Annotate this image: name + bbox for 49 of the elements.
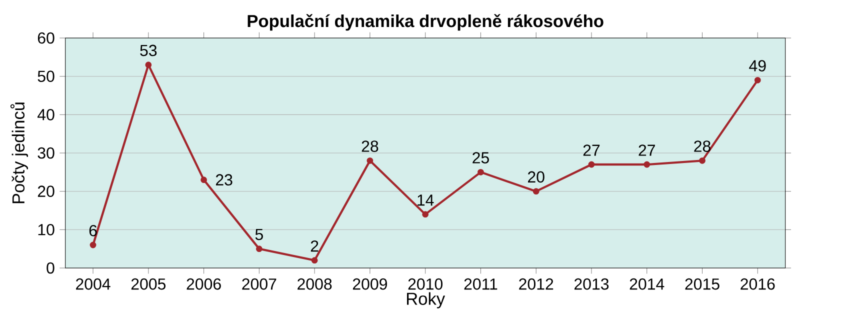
x-tick-label: 2005 xyxy=(131,278,166,290)
x-tick-label: 2010 xyxy=(408,278,443,290)
x-tick-label: 2015 xyxy=(685,278,720,290)
data-label: 49 xyxy=(749,60,766,72)
y-tick-label: 40 xyxy=(38,109,54,120)
y-tick-label: 20 xyxy=(38,186,54,197)
chart-title: Populační dynamika drvopleně rákosového xyxy=(248,14,604,31)
point xyxy=(145,62,152,68)
x-tick-label: 2008 xyxy=(298,278,332,290)
data-label: 27 xyxy=(583,144,600,156)
point xyxy=(478,168,484,176)
data-label: 20 xyxy=(528,171,544,183)
x-axis-title: Roky xyxy=(407,292,446,308)
x-tick-label: 2007 xyxy=(242,278,276,290)
x-tick-label: 2011 xyxy=(464,278,498,290)
data-label: 23 xyxy=(216,174,232,186)
point xyxy=(366,157,374,164)
point xyxy=(256,246,262,252)
point xyxy=(644,161,650,168)
x-tick-label: 2014 xyxy=(630,278,664,290)
data-label: 53 xyxy=(140,44,157,56)
y-tick-label: 10 xyxy=(38,224,54,236)
point xyxy=(588,161,595,168)
data-label: 5 xyxy=(255,228,263,240)
y-tick-label: 30 xyxy=(38,147,54,159)
x-tick-label: 2012 xyxy=(519,278,554,290)
data-label: 28 xyxy=(694,140,710,152)
point xyxy=(311,257,318,264)
data-label: 6 xyxy=(89,224,97,236)
x-tick-label: 2016 xyxy=(740,278,775,290)
data-label: 28 xyxy=(362,140,378,152)
data-label: 2 xyxy=(310,240,318,252)
point xyxy=(90,242,96,248)
point xyxy=(754,76,761,84)
y-tick-label: 50 xyxy=(38,70,54,82)
x-tick-label: 2009 xyxy=(352,278,387,290)
point xyxy=(422,211,429,218)
y-axis-title: Počty jedinců xyxy=(10,102,28,204)
y-tick-label: 0 xyxy=(46,262,54,274)
data-label: 27 xyxy=(638,144,655,156)
y-tick-label: 60 xyxy=(38,32,54,44)
x-tick-label: 2004 xyxy=(76,278,110,290)
data-label: 25 xyxy=(472,152,489,164)
point xyxy=(532,188,540,195)
data-label: 14 xyxy=(418,194,434,206)
x-tick-label: 2013 xyxy=(574,278,609,290)
x-tick-label: 2006 xyxy=(186,278,221,290)
point xyxy=(200,176,208,184)
point xyxy=(699,157,706,164)
